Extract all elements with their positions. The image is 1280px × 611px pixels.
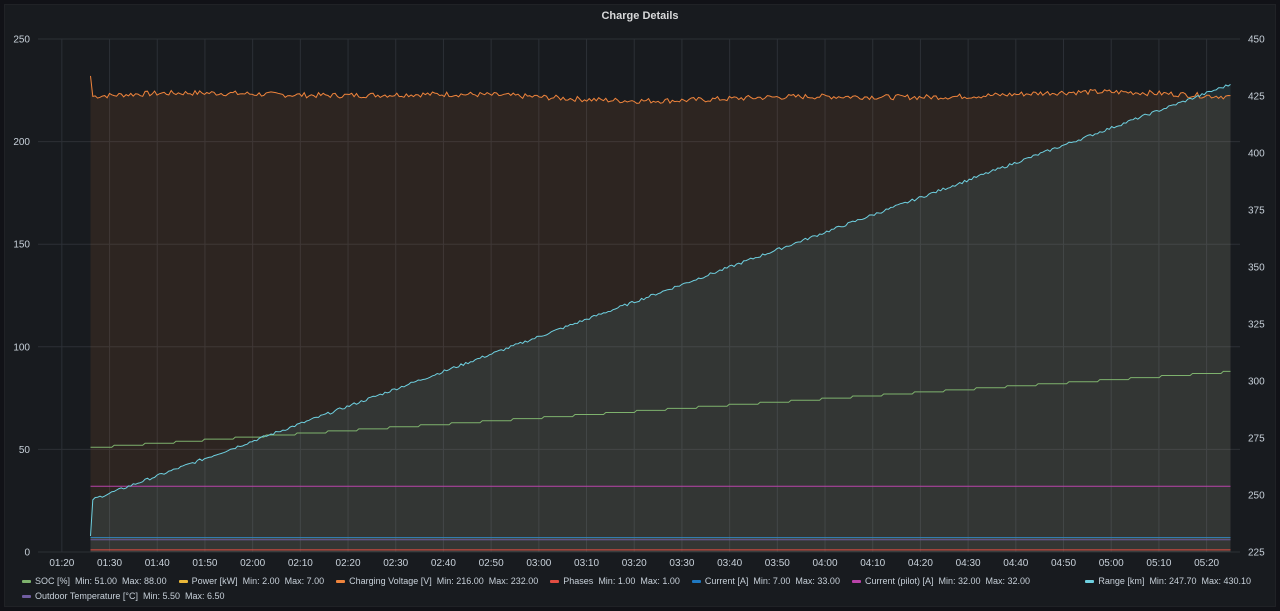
y-tick-label: 200 bbox=[13, 137, 30, 148]
y2-tick-label: 325 bbox=[1248, 320, 1265, 331]
legend-series-name: Range [km] bbox=[1098, 576, 1145, 586]
x-tick-label: 04:20 bbox=[908, 558, 933, 569]
legend-max-value: Max: 1.00 bbox=[640, 576, 680, 586]
legend-series-name: Outdoor Temperature [°C] bbox=[35, 591, 138, 601]
x-tick-label: 04:00 bbox=[813, 558, 838, 569]
legend-swatch bbox=[22, 580, 31, 584]
series-line-charging-voltage-v- bbox=[90, 75, 1231, 104]
legend-series-name: Charging Voltage [V] bbox=[349, 576, 432, 586]
x-tick-label: 01:50 bbox=[192, 558, 217, 569]
y2-tick-label: 350 bbox=[1248, 263, 1265, 274]
x-tick-label: 03:40 bbox=[717, 558, 742, 569]
x-axis-ticks: 01:20 01:30 01:40 01:50 02:00 02:10 02:20 02:30… bbox=[49, 558, 1219, 569]
legend-item[interactable]: Charging Voltage [V] Min: 216.00 Max: 232.… bbox=[336, 576, 538, 586]
y2-tick-label: 450 bbox=[1248, 35, 1265, 46]
x-tick-label: 03:10 bbox=[574, 558, 599, 569]
legend-swatch bbox=[22, 595, 31, 599]
x-tick-label: 05:20 bbox=[1194, 558, 1219, 569]
legend-series-name: Phases bbox=[563, 576, 594, 586]
left-axis-ticks: 0 50 100 150 200 250 bbox=[13, 35, 30, 559]
x-tick-label: 02:10 bbox=[288, 558, 313, 569]
series-lines bbox=[90, 75, 1231, 551]
y2-tick-label: 275 bbox=[1248, 434, 1265, 445]
x-tick-label: 05:00 bbox=[1099, 558, 1124, 569]
legend-max-value: Max: 88.00 bbox=[122, 576, 167, 586]
y2-tick-label: 400 bbox=[1248, 149, 1265, 160]
legend-item[interactable]: Current [A] Min: 7.00 Max: 33.00 bbox=[691, 576, 840, 586]
legend-min-value: Min: 216.00 bbox=[436, 576, 484, 586]
x-tick-label: 04:10 bbox=[860, 558, 885, 569]
y2-tick-label: 425 bbox=[1248, 92, 1265, 103]
legend-max-value: Max: 7.00 bbox=[284, 576, 325, 586]
y2-tick-label: 225 bbox=[1248, 548, 1265, 559]
legend-swatch bbox=[336, 580, 346, 584]
legend-min-value: Min: 7.00 bbox=[753, 576, 791, 586]
right-axis-ticks: 225 250 275 300 325 350 375 400 425 450 bbox=[1248, 35, 1265, 559]
x-tick-label: 02:30 bbox=[383, 558, 408, 569]
x-tick-label: 03:50 bbox=[765, 558, 790, 569]
legend-min-value: Min: 51.00 bbox=[75, 576, 118, 586]
legend-min-value: Min: 1.00 bbox=[598, 576, 636, 586]
legend-item[interactable]: SOC [%] Min: 51.00 Max: 88.00 bbox=[22, 576, 167, 586]
x-tick-label: 04:40 bbox=[1003, 558, 1028, 569]
legend-swatch bbox=[1085, 580, 1095, 584]
legend-max-value: Max: 6.50 bbox=[185, 591, 225, 601]
legend-min-value: Min: 2.00 bbox=[242, 576, 280, 586]
legend-swatch bbox=[178, 580, 188, 584]
legend-swatch bbox=[550, 580, 560, 584]
series-line-range-km- bbox=[90, 83, 1231, 537]
legend-series-name: Current [A] bbox=[704, 576, 749, 586]
legend-series-name: SOC [%] bbox=[35, 576, 71, 586]
legend-max-value: Max: 32.00 bbox=[985, 576, 1031, 586]
x-tick-label: 02:50 bbox=[479, 558, 504, 569]
x-tick-label: 03:20 bbox=[622, 558, 647, 569]
series-area-range-km- bbox=[90, 84, 1231, 553]
x-tick-label: 02:20 bbox=[336, 558, 361, 569]
legend-item[interactable]: Outdoor Temperature [°C] Min: 5.50 Max: 6.… bbox=[22, 591, 225, 601]
legend-right: Range [km] Min: 247.70 Max: 430.10 bbox=[1085, 576, 1263, 586]
y-tick-label: 0 bbox=[24, 548, 30, 559]
legend-swatch bbox=[851, 580, 861, 584]
y2-tick-label: 300 bbox=[1248, 377, 1265, 388]
x-tick-label: 01:30 bbox=[97, 558, 122, 569]
series-line-soc- bbox=[90, 370, 1231, 448]
legend-min-value: Min: 32.00 bbox=[938, 576, 981, 586]
x-tick-label: 05:10 bbox=[1146, 558, 1171, 569]
legend-max-value: Max: 430.10 bbox=[1201, 576, 1251, 586]
x-tick-label: 02:40 bbox=[431, 558, 456, 569]
legend-max-value: Max: 232.00 bbox=[488, 576, 539, 586]
x-tick-label: 04:30 bbox=[956, 558, 981, 569]
x-tick-label: 03:30 bbox=[669, 558, 694, 569]
legend-item[interactable]: Current (pilot) [A] Min: 32.00 Max: 32.00 bbox=[851, 576, 1031, 586]
grid-lines bbox=[38, 38, 1240, 553]
y-tick-label: 50 bbox=[19, 445, 31, 456]
legend-item[interactable]: Phases Min: 1.00 Max: 1.00 bbox=[550, 576, 680, 586]
legend-min-value: Min: 247.70 bbox=[1149, 576, 1197, 586]
y-tick-label: 150 bbox=[13, 240, 30, 251]
legend-series-name: Power [kW] bbox=[191, 576, 238, 586]
legend-max-value: Max: 33.00 bbox=[795, 576, 840, 586]
x-tick-label: 03:00 bbox=[526, 558, 551, 569]
legend-series-name: Current (pilot) [A] bbox=[864, 576, 934, 586]
series-fills bbox=[90, 75, 1231, 553]
x-tick-label: 04:50 bbox=[1051, 558, 1076, 569]
y2-tick-label: 375 bbox=[1248, 206, 1265, 217]
x-tick-label: 02:00 bbox=[240, 558, 265, 569]
y2-tick-label: 250 bbox=[1248, 491, 1265, 502]
x-tick-label: 01:40 bbox=[145, 558, 170, 569]
chart-title: Charge Details bbox=[601, 10, 679, 22]
y-tick-label: 250 bbox=[13, 35, 30, 46]
legend-item[interactable]: Range [km] Min: 247.70 Max: 430.10 bbox=[1085, 576, 1251, 586]
legend-swatch bbox=[691, 580, 701, 584]
legend-row-2: Outdoor Temperature [°C] Min: 5.50 Max: 6.… bbox=[22, 591, 237, 601]
legend-item[interactable]: Power [kW] Min: 2.00 Max: 7.00 bbox=[178, 576, 325, 586]
legend-row-1: SOC [%] Min: 51.00 Max: 88.00 Power [kW] Min… bbox=[22, 576, 1042, 586]
y-tick-label: 100 bbox=[13, 342, 30, 353]
x-tick-label: 01:20 bbox=[49, 558, 74, 569]
series-area-charging-voltage-v- bbox=[90, 75, 1231, 553]
legend-min-value: Min: 5.50 bbox=[142, 591, 181, 601]
